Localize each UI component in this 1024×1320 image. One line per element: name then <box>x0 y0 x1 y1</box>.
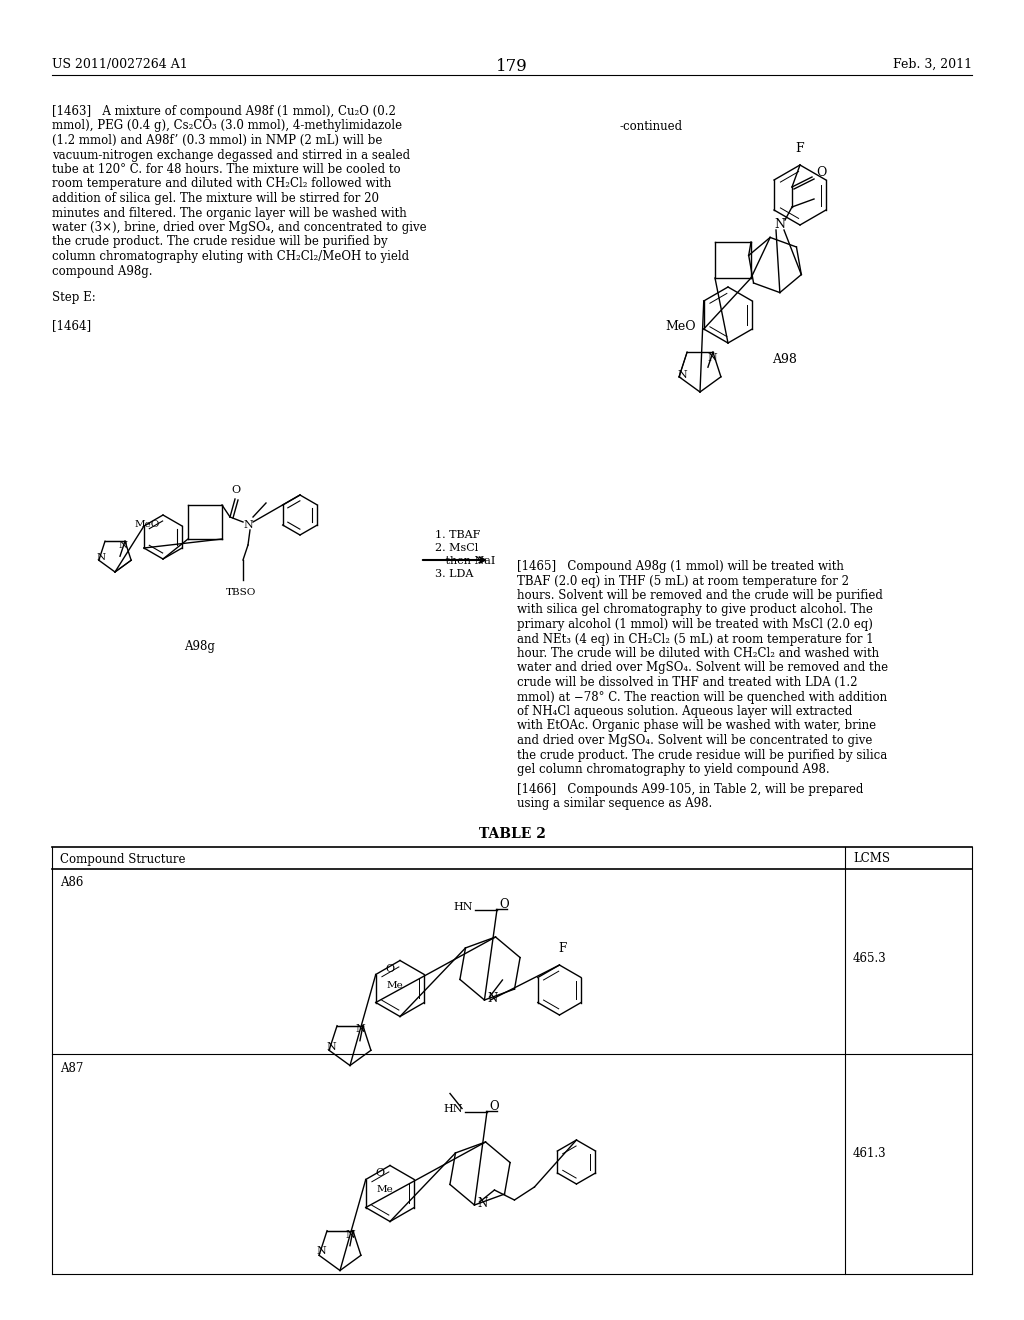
Text: the crude product. The crude residue will be purified by silica: the crude product. The crude residue wil… <box>517 748 887 762</box>
Text: N: N <box>708 352 717 363</box>
Text: 461.3: 461.3 <box>853 1147 887 1160</box>
Text: mmol) at −78° C. The reaction will be quenched with addition: mmol) at −78° C. The reaction will be qu… <box>517 690 887 704</box>
Text: vacuum-nitrogen exchange degassed and stirred in a sealed: vacuum-nitrogen exchange degassed and st… <box>52 149 411 161</box>
Text: then NaI: then NaI <box>435 556 496 566</box>
Text: compound A98g.: compound A98g. <box>52 264 153 277</box>
Text: water and dried over MgSO₄. Solvent will be removed and the: water and dried over MgSO₄. Solvent will… <box>517 661 888 675</box>
Text: O: O <box>489 1100 499 1113</box>
Text: US 2011/0027264 A1: US 2011/0027264 A1 <box>52 58 187 71</box>
Text: tube at 120° C. for 48 hours. The mixture will be cooled to: tube at 120° C. for 48 hours. The mixtur… <box>52 162 400 176</box>
Text: and dried over MgSO₄. Solvent will be concentrated to give: and dried over MgSO₄. Solvent will be co… <box>517 734 872 747</box>
Text: O: O <box>816 165 826 178</box>
Text: [1465]   Compound A98g (1 mmol) will be treated with: [1465] Compound A98g (1 mmol) will be tr… <box>517 560 844 573</box>
Text: addition of silica gel. The mixture will be stirred for 20: addition of silica gel. The mixture will… <box>52 191 379 205</box>
Text: water (3×), brine, dried over MgSO₄, and concentrated to give: water (3×), brine, dried over MgSO₄, and… <box>52 220 427 234</box>
Text: 465.3: 465.3 <box>853 952 887 965</box>
Text: N: N <box>487 991 498 1005</box>
Text: [1466]   Compounds A99-105, in Table 2, will be prepared: [1466] Compounds A99-105, in Table 2, wi… <box>517 783 863 796</box>
Text: A98: A98 <box>772 352 798 366</box>
Text: A86: A86 <box>60 876 83 890</box>
Text: TBAF (2.0 eq) in THF (5 mL) at room temperature for 2: TBAF (2.0 eq) in THF (5 mL) at room temp… <box>517 574 849 587</box>
Text: TABLE 2: TABLE 2 <box>478 826 546 841</box>
Text: N: N <box>96 553 105 562</box>
Text: LCMS: LCMS <box>853 853 890 866</box>
Text: N: N <box>677 370 687 380</box>
Text: N: N <box>345 1229 355 1239</box>
Text: -continued: -continued <box>620 120 683 133</box>
Text: O: O <box>376 1168 385 1179</box>
Text: N: N <box>477 1196 487 1209</box>
Text: MeO: MeO <box>666 321 695 334</box>
Text: O: O <box>386 964 395 974</box>
Text: (1.2 mmol) and A98f’ (0.3 mmol) in NMP (2 mL) will be: (1.2 mmol) and A98f’ (0.3 mmol) in NMP (… <box>52 135 382 147</box>
Text: the crude product. The crude residue will be purified by: the crude product. The crude residue wil… <box>52 235 388 248</box>
Text: with EtOAc. Organic phase will be washed with water, brine: with EtOAc. Organic phase will be washed… <box>517 719 877 733</box>
Text: 2. MsCl: 2. MsCl <box>435 543 478 553</box>
Text: N: N <box>326 1041 336 1052</box>
Text: TBSO: TBSO <box>226 587 256 597</box>
Text: primary alcohol (1 mmol) will be treated with MsCl (2.0 eq): primary alcohol (1 mmol) will be treated… <box>517 618 872 631</box>
Text: [1463]   A mixture of compound A98f (1 mmol), Cu₂O (0.2: [1463] A mixture of compound A98f (1 mmo… <box>52 106 396 117</box>
Text: Feb. 3, 2011: Feb. 3, 2011 <box>893 58 972 71</box>
Text: mmol), PEG (0.4 g), Cs₂CO₃ (3.0 mmol), 4-methylimidazole: mmol), PEG (0.4 g), Cs₂CO₃ (3.0 mmol), 4… <box>52 120 402 132</box>
Text: O: O <box>231 484 241 495</box>
Text: N: N <box>316 1246 326 1257</box>
Text: and NEt₃ (4 eq) in CH₂Cl₂ (5 mL) at room temperature for 1: and NEt₃ (4 eq) in CH₂Cl₂ (5 mL) at room… <box>517 632 873 645</box>
Text: F: F <box>558 942 566 954</box>
Text: of NH₄Cl aqueous solution. Aqueous layer will extracted: of NH₄Cl aqueous solution. Aqueous layer… <box>517 705 852 718</box>
Text: hour. The crude will be diluted with CH₂Cl₂ and washed with: hour. The crude will be diluted with CH₂… <box>517 647 880 660</box>
Text: N: N <box>774 219 785 231</box>
Text: HN: HN <box>443 1105 463 1114</box>
Text: hours. Solvent will be removed and the crude will be purified: hours. Solvent will be removed and the c… <box>517 589 883 602</box>
Text: 179: 179 <box>496 58 528 75</box>
Text: N: N <box>243 520 253 531</box>
Text: F: F <box>796 143 804 154</box>
Text: 1. TBAF: 1. TBAF <box>435 531 480 540</box>
Text: A87: A87 <box>60 1061 83 1074</box>
Text: Me: Me <box>387 981 403 990</box>
Text: 3. LDA: 3. LDA <box>435 569 473 579</box>
Text: using a similar sequence as A98.: using a similar sequence as A98. <box>517 797 713 810</box>
Text: crude will be dissolved in THF and treated with LDA (1.2: crude will be dissolved in THF and treat… <box>517 676 857 689</box>
Text: N: N <box>355 1024 365 1035</box>
Text: MeO: MeO <box>134 520 160 529</box>
Text: minutes and filtered. The organic layer will be washed with: minutes and filtered. The organic layer … <box>52 206 407 219</box>
Text: gel column chromatography to yield compound A98.: gel column chromatography to yield compo… <box>517 763 829 776</box>
Text: N: N <box>119 541 128 550</box>
Text: HN: HN <box>454 903 473 912</box>
Text: Compound Structure: Compound Structure <box>60 853 185 866</box>
Text: [1464]: [1464] <box>52 319 91 333</box>
Text: with silica gel chromatography to give product alcohol. The: with silica gel chromatography to give p… <box>517 603 872 616</box>
Text: Step E:: Step E: <box>52 290 96 304</box>
Text: column chromatography eluting with CH₂Cl₂/MeOH to yield: column chromatography eluting with CH₂Cl… <box>52 249 410 263</box>
Text: A98g: A98g <box>184 640 215 653</box>
Text: Me: Me <box>377 1185 393 1195</box>
Text: room temperature and diluted with CH₂Cl₂ followed with: room temperature and diluted with CH₂Cl₂… <box>52 177 391 190</box>
Text: O: O <box>499 898 509 911</box>
